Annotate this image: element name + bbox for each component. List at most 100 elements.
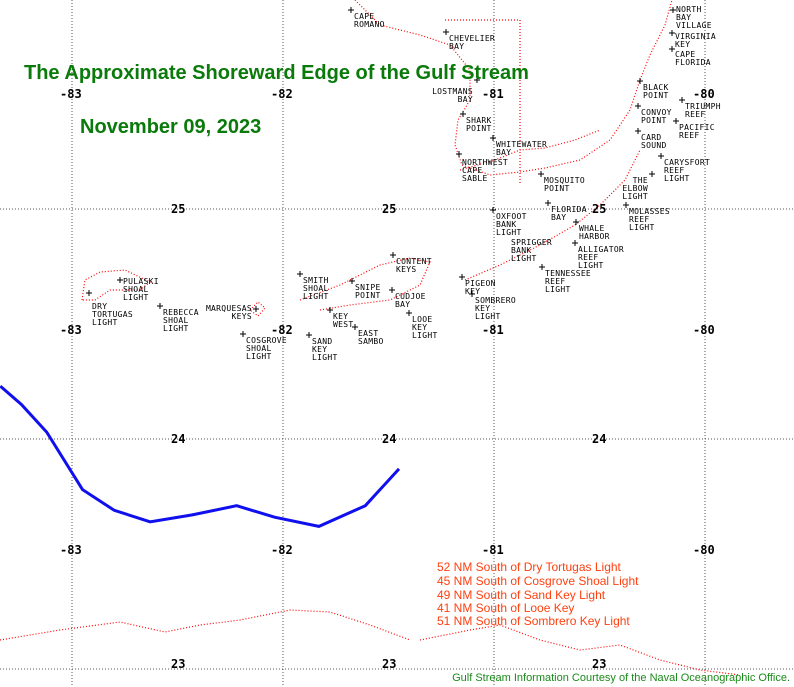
place-label: EAST SAMBO — [358, 329, 384, 346]
place-label: WHALE HARBOR — [579, 224, 610, 241]
place-label: SNIPE POINT — [355, 283, 381, 300]
location-marker-icon — [406, 310, 412, 316]
place-label: PIGEON KEY — [465, 279, 496, 296]
place-label: PACIFIC REEF — [679, 123, 715, 140]
location-marker-icon — [490, 207, 496, 213]
gulf-stream-edge-line — [0, 384, 401, 528]
latitude-label: 25 — [171, 202, 186, 216]
location-marker-icon — [349, 278, 355, 284]
location-marker-icon — [623, 202, 629, 208]
location-marker-icon — [443, 29, 449, 35]
location-marker-icon — [635, 128, 641, 134]
place-label: ALLIGATOR REEF LIGHT — [578, 245, 625, 270]
location-marker-icon — [253, 306, 259, 312]
statement-1: 52 NM South of Dry Tortugas Light — [437, 560, 621, 574]
place-label: SHARK POINT — [466, 116, 492, 133]
coastline-segment — [464, 149, 641, 281]
location-marker-icon — [460, 111, 466, 117]
longitude-label: -83 — [60, 87, 82, 101]
longitude-label: -82 — [271, 543, 293, 557]
location-marker-icon — [490, 135, 496, 141]
place-label: CAPE ROMANO — [354, 12, 385, 29]
place-label: REBECCA SHOAL LIGHT — [163, 308, 199, 333]
place-label: DRY TORTUGAS LIGHT — [92, 302, 133, 327]
longitude-label: -80 — [693, 323, 715, 337]
place-label: LOSTMANS BAY — [432, 87, 473, 104]
place-label: COSGROVE SHOAL LIGHT — [246, 336, 287, 361]
place-label: VIRGINIA KEY — [675, 32, 716, 49]
location-marker-icon — [157, 303, 163, 309]
place-label: TRIUMPH REEF — [685, 102, 721, 119]
location-marker-icon — [474, 77, 480, 83]
place-label: NORTHWEST CAPE SABLE — [462, 158, 509, 183]
place-label: CARYSFORT REEF LIGHT — [664, 158, 711, 183]
latitude-label: 23 — [592, 657, 607, 671]
longitude-label: -81 — [482, 87, 504, 101]
latitude-label: 24 — [592, 432, 607, 446]
place-label: CARD SOUND — [641, 133, 667, 150]
coastline-segment — [419, 624, 741, 676]
statement-3: 49 NM South of Sand Key Light — [437, 588, 606, 602]
place-label: SPRIGGER BANK LIGHT — [511, 238, 552, 263]
location-marker-icon — [352, 324, 358, 330]
coastline-segment — [445, 19, 521, 185]
longitude-label: -83 — [60, 323, 82, 337]
place-label: BLACK POINT — [643, 83, 669, 100]
place-label: CHEVELIER BAY — [449, 34, 496, 51]
longitude-label: -81 — [482, 323, 504, 337]
coastline-segment — [0, 609, 411, 641]
location-marker-icon — [673, 118, 679, 124]
place-label: CAPE FLORIDA — [675, 50, 711, 67]
latitude-label: 25 — [382, 202, 397, 216]
longitude-label: -82 — [271, 323, 293, 337]
location-marker-icon — [539, 264, 545, 270]
location-marker-icon — [670, 7, 676, 13]
location-marker-icon — [306, 332, 312, 338]
place-label: MOSQUITO POINT — [544, 176, 585, 193]
location-marker-icon — [86, 290, 92, 296]
place-label: FLORIDA BAY — [551, 205, 587, 222]
location-marker-icon — [545, 200, 551, 206]
location-marker-icon — [297, 271, 303, 277]
location-marker-icon — [572, 240, 578, 246]
place-label: PULASKI SHOAL LIGHT — [123, 277, 159, 302]
location-marker-icon — [469, 291, 475, 297]
credit-text: Gulf Stream Information Courtesy of the … — [452, 672, 790, 684]
location-marker-icon — [538, 171, 544, 177]
place-label: MOLASSES REEF LIGHT — [629, 207, 670, 232]
place-label: CUDJOE BAY — [395, 292, 426, 309]
location-markers — [86, 7, 685, 338]
location-marker-icon — [459, 274, 465, 280]
longitude-label: -81 — [482, 543, 504, 557]
location-marker-icon — [669, 46, 675, 52]
location-marker-icon — [327, 307, 333, 313]
latitude-label: 24 — [171, 432, 186, 446]
location-marker-icon — [348, 7, 354, 13]
place-label: OXFOOT BANK LIGHT — [496, 212, 527, 237]
place-label: KEY WEST — [333, 312, 354, 329]
location-marker-icon — [117, 277, 123, 283]
longitude-label: -80 — [693, 543, 715, 557]
coastline-segment — [299, 257, 431, 311]
latitude-label: 23 — [382, 657, 397, 671]
map-date: November 09, 2023 — [80, 116, 262, 138]
place-label: CONTENT KEYS — [396, 257, 432, 274]
coastline-segment — [81, 269, 152, 301]
location-marker-icon — [637, 78, 643, 84]
statement-2: 45 NM South of Cosgrove Shoal Light — [437, 574, 639, 588]
location-marker-icon — [240, 331, 246, 337]
place-label: CONVOY POINT — [641, 108, 672, 125]
location-marker-icon — [573, 219, 579, 225]
statement-4: 41 NM South of Looe Key — [437, 601, 575, 615]
longitude-label: -82 — [271, 87, 293, 101]
location-marker-icon — [456, 151, 462, 157]
location-marker-icon — [679, 97, 685, 103]
location-marker-icon — [658, 153, 664, 159]
place-label: SAND KEY LIGHT — [312, 337, 338, 362]
coastline-segment — [354, 0, 673, 176]
location-marker-icon — [669, 30, 675, 36]
place-label: MARQUESAS KEYS — [205, 304, 252, 321]
